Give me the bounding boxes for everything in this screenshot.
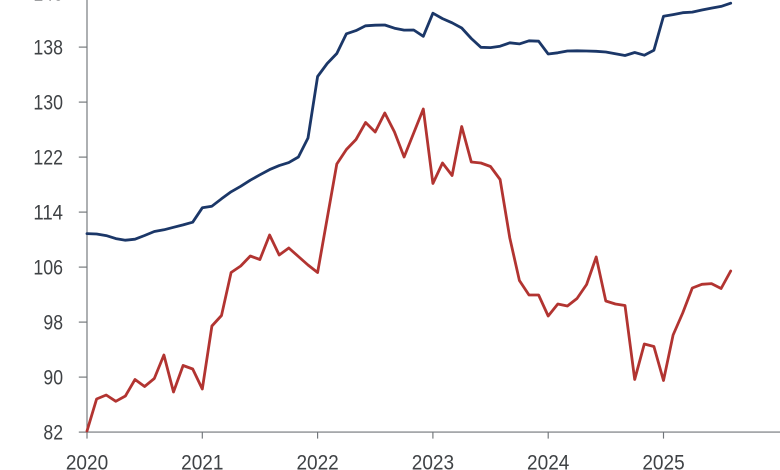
svg-text:138: 138	[33, 36, 63, 59]
svg-text:2025: 2025	[642, 451, 684, 470]
svg-text:146: 146	[33, 0, 63, 5]
svg-text:90: 90	[43, 366, 63, 389]
svg-text:122: 122	[33, 146, 63, 169]
svg-text:98: 98	[43, 311, 63, 334]
svg-text:106: 106	[33, 256, 63, 279]
svg-text:2023: 2023	[412, 451, 454, 470]
svg-text:114: 114	[33, 201, 63, 224]
svg-text:2021: 2021	[181, 451, 223, 470]
svg-text:2020: 2020	[66, 451, 108, 470]
svg-text:2022: 2022	[296, 451, 338, 470]
svg-text:2024: 2024	[527, 451, 570, 470]
svg-text:130: 130	[33, 91, 63, 114]
svg-text:82: 82	[43, 421, 63, 444]
